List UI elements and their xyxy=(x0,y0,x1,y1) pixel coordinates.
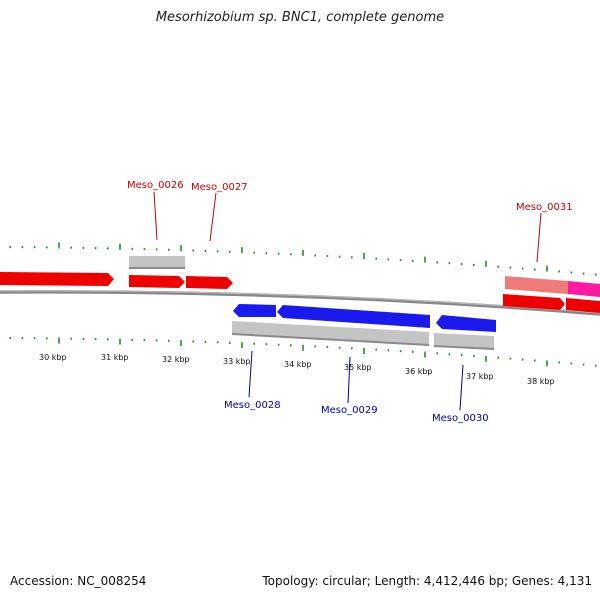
kbp-label: 34 kbp xyxy=(284,360,312,369)
reverse-strand xyxy=(232,304,496,350)
pink-feature[interactable] xyxy=(505,276,568,294)
kbp-label: 30 kbp xyxy=(39,353,67,362)
forward-ticks xyxy=(9,242,597,276)
reverse-label-leaders xyxy=(248,350,464,411)
leader-meso-0031 xyxy=(536,212,542,263)
gray-feature-shadow xyxy=(232,333,429,346)
gene-label-meso-0027[interactable]: Meso_0027 xyxy=(191,182,248,193)
forward-label-leaders xyxy=(153,191,542,263)
gene-meso-0027-arrow[interactable] xyxy=(186,276,233,289)
kbp-label: 38 kbp xyxy=(527,377,555,386)
gray-feature-meso-0026[interactable] xyxy=(129,256,185,268)
gene-label-meso-0028[interactable]: Meso_0028 xyxy=(224,400,281,411)
gene-arrow-forward[interactable] xyxy=(0,272,114,286)
gray-feature-meso-0026-shadow xyxy=(129,267,185,269)
magenta-feature[interactable] xyxy=(568,281,600,297)
kbp-label: 32 kbp xyxy=(162,355,190,364)
backbone-line xyxy=(0,290,600,316)
gene-arrow-forward-right[interactable] xyxy=(566,298,600,313)
gene-meso-0031-arrow[interactable] xyxy=(503,294,565,310)
kbp-label: 31 kbp xyxy=(101,353,129,362)
gray-feature-meso-0030[interactable] xyxy=(434,333,494,349)
leader-meso-0029 xyxy=(347,356,351,404)
reverse-ticks xyxy=(9,337,597,367)
kbp-label: 37 kbp xyxy=(466,372,494,381)
gene-meso-0030-arrow[interactable] xyxy=(436,315,496,332)
map-title: Mesorhizobium sp. BNC1, complete genome xyxy=(155,10,445,25)
leader-meso-0030 xyxy=(459,364,464,411)
forward-strand xyxy=(0,256,600,313)
leader-meso-0026 xyxy=(153,191,158,241)
kbp-label: 36 kbp xyxy=(405,367,433,376)
leader-meso-0027 xyxy=(209,192,217,242)
gene-meso-0026-arrow[interactable] xyxy=(129,275,185,288)
leader-meso-0028 xyxy=(248,350,253,398)
accession-text: Accession: NC_008254 xyxy=(10,574,147,588)
kbp-label: 33 kbp xyxy=(223,357,251,366)
gene-meso-0028-arrow[interactable] xyxy=(233,304,276,317)
gene-meso-0029-arrow[interactable] xyxy=(277,305,430,328)
gene-label-meso-0030[interactable]: Meso_0030 xyxy=(432,413,489,424)
gene-label-meso-0031[interactable]: Meso_0031 xyxy=(516,202,573,213)
gene-label-meso-0026[interactable]: Meso_0026 xyxy=(127,180,184,191)
topology-text: Topology: circular; Length: 4,412,446 bp… xyxy=(262,574,592,588)
gray-feature-meso-0028-0029[interactable] xyxy=(232,321,429,345)
gray-feature-meso-0030-shadow xyxy=(434,345,494,350)
kbp-label: 35 kbp xyxy=(344,363,372,372)
gene-label-meso-0029[interactable]: Meso_0029 xyxy=(321,405,378,416)
